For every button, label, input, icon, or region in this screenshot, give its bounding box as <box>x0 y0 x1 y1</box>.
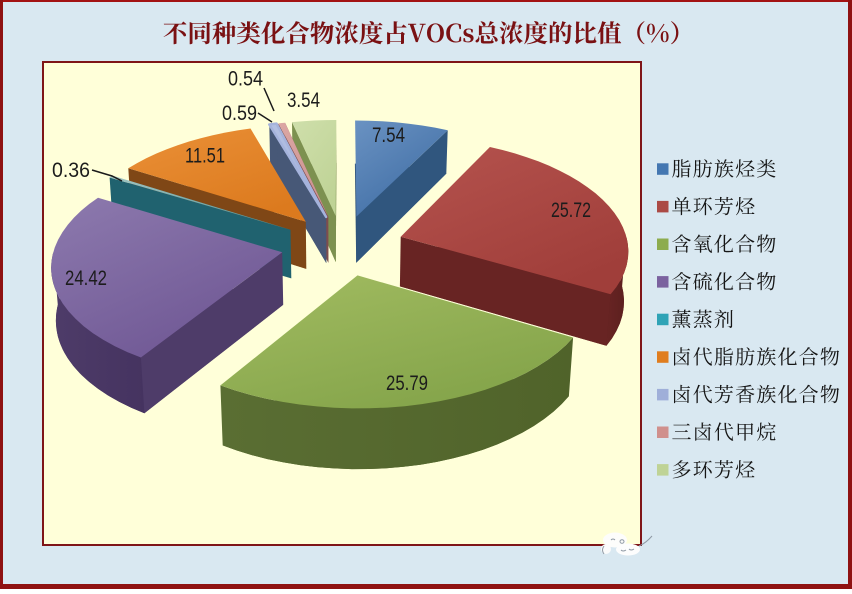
svg-text:7.54: 7.54 <box>372 124 405 147</box>
svg-text:25.72: 25.72 <box>551 199 591 222</box>
svg-text:25.79: 25.79 <box>386 372 428 395</box>
svg-text:24.42: 24.42 <box>65 267 107 290</box>
svg-text:3.54: 3.54 <box>287 89 320 112</box>
svg-text:0.36: 0.36 <box>52 159 90 182</box>
svg-text:11.51: 11.51 <box>185 145 225 168</box>
svg-text:0.54: 0.54 <box>228 68 263 91</box>
svg-text:0.59: 0.59 <box>222 102 257 125</box>
